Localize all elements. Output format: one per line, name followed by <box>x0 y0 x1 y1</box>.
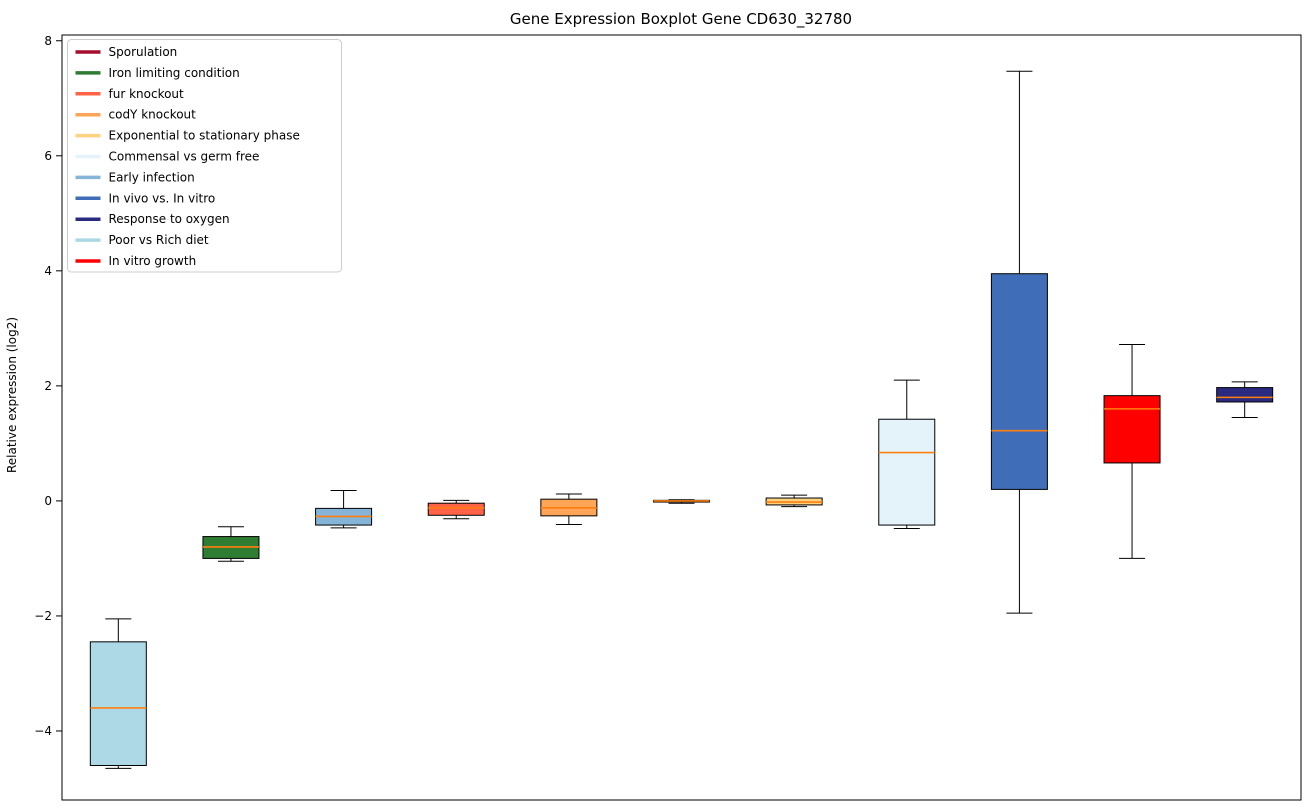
legend-label: Iron limiting condition <box>109 66 240 80</box>
legend-label: Exponential to stationary phase <box>109 129 300 143</box>
boxplot-in-vivo-vs-in-vitro <box>990 70 1048 614</box>
boxplot-response-to-oxygen <box>1216 381 1274 418</box>
legend-item-commensal-vs-germ-free: Commensal vs germ free <box>75 150 260 164</box>
boxplot-fur-knockout <box>427 499 485 520</box>
box-rect <box>990 273 1048 490</box>
legend-label: fur knockout <box>109 87 185 101</box>
y-tick-label: −4 <box>34 724 52 738</box>
legend-label: In vivo vs. In vitro <box>109 191 216 205</box>
boxplot-in-vitro-growth <box>1103 343 1161 559</box>
legend-item-poor-vs-rich-diet: Poor vs Rich diet <box>75 233 209 247</box>
box-rect <box>1103 395 1161 464</box>
box-rect <box>1216 387 1274 403</box>
boxplot-iron-limiting-condition <box>202 526 260 562</box>
y-tick-label: 4 <box>44 264 52 278</box>
legend: Sporulation Iron limiting condition fur kn… <box>67 39 342 273</box>
legend-item-in-vitro-growth: In vitro growth <box>75 254 197 268</box>
y-tick-label: 2 <box>44 379 52 393</box>
legend-label: Sporulation <box>109 45 178 59</box>
y-tick-label: 8 <box>44 34 52 48</box>
boxplot-early-infection <box>315 490 373 529</box>
boxplot-poor-vs-rich-diet <box>89 618 147 769</box>
legend-item-iron-limiting-condition: Iron limiting condition <box>75 66 240 80</box>
legend-label: Early infection <box>109 170 195 184</box>
plot-area: 8 6 4 2 0 −2 −4 <box>34 34 1302 801</box>
legend-item-early-infection: Early infection <box>75 170 195 184</box>
legend-box <box>67 39 342 273</box>
boxplot-cody-knockout <box>540 493 598 525</box>
boxplot-commensal-vs-germ-free <box>878 379 936 530</box>
box-rect <box>427 502 485 516</box>
y-axis-label: Relative expression (log2) <box>5 317 19 473</box>
legend-item-sporulation: Sporulation <box>75 45 178 59</box>
legend-item-response-to-oxygen: Response to oxygen <box>75 212 230 226</box>
box-rect <box>89 641 147 766</box>
legend-item-in-vivo-vs-in-vitro: In vivo vs. In vitro <box>75 191 216 205</box>
legend-label: In vitro growth <box>109 254 197 268</box>
legend-label: Poor vs Rich diet <box>109 233 209 247</box>
legend-label: codY knockout <box>109 108 197 122</box>
boxplot-sporulation <box>653 499 710 504</box>
y-tick-label: 0 <box>44 494 52 508</box>
y-tick-label: 6 <box>44 149 52 163</box>
legend-item-exponential-to-stationary-phase: Exponential to stationary phase <box>75 129 300 143</box>
axis-frame <box>61 34 1302 801</box>
legend-item-cody-knockout: codY knockout <box>75 108 197 122</box>
legend-label: Response to oxygen <box>109 212 230 226</box>
boxplot-exponential-to-stationary-phase <box>765 494 823 508</box>
box-rect <box>878 418 936 526</box>
legend-label: Commensal vs germ free <box>109 150 260 164</box>
y-tick-label: −2 <box>34 609 52 623</box>
legend-item-fur-knockout: fur knockout <box>75 87 185 101</box>
chart-title: Gene Expression Boxplot Gene CD630_32780 <box>510 10 852 29</box>
